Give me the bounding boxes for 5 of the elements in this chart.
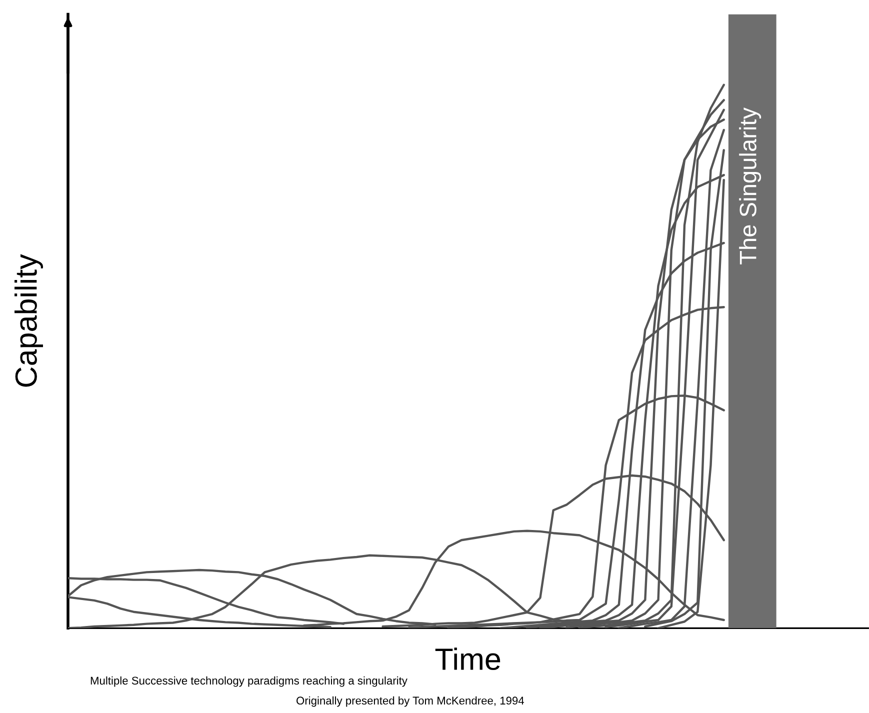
y-axis-title: Capability [14,254,43,387]
x-axis-title: Time [435,648,500,670]
text: Multiple Successive technology paradigms reaching a singularity [90,676,408,687]
text: Originally presented by Tom McKendree, 1994 [296,696,524,707]
text: The Singularity [739,107,762,264]
